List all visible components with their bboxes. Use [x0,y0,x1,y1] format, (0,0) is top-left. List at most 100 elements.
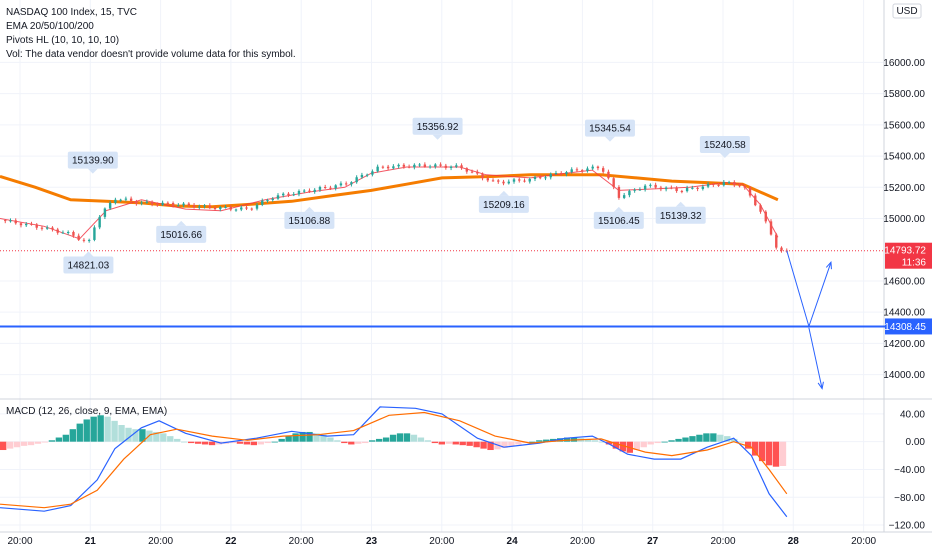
macd-hist-bar [598,441,606,443]
macd-hist-bar [389,434,397,442]
pivot-label-bg [478,195,529,213]
candle-body [292,194,295,196]
pivot-label[interactable]: 15209.16 [483,200,525,211]
candle-body [114,199,117,203]
macd-indicator-label[interactable]: MACD (12, 26, close, 9, EMA, EMA) [6,406,168,417]
pivot-label[interactable]: 15106.88 [289,216,331,227]
candle-body [691,187,694,189]
ema-indicator-label[interactable]: EMA 20/50/100/200 [6,21,94,32]
macd-tick-label: 0.00 [906,437,926,448]
candle-body [643,185,647,190]
projection-arrow-down[interactable] [808,327,823,389]
ema-slow-line [0,173,779,209]
pivot-label[interactable]: 15106.45 [598,216,640,227]
symbol-title[interactable]: NASDAQ 100 Index, 15, TVC [6,7,137,18]
pivot-label[interactable]: 15240.58 [704,140,746,151]
macd-hist-bar [605,441,613,445]
macd-hist-bar [285,436,292,442]
candle-body [161,202,164,205]
candle-body [748,187,752,196]
candle-body [754,195,757,206]
macd-hist-bar [271,441,278,443]
macd-hist-bar [724,436,731,442]
pivots-indicator-label[interactable]: Pivots HL (10, 10, 10, 10) [6,35,120,46]
candle-body [418,164,421,166]
last-price-tag[interactable] [885,242,932,269]
time-axis[interactable]: 20:00 21 20:00 22 20:00 23 20:00 24 20:00 27 20:00… [7,536,876,547]
pivot-label[interactable]: 15139.32 [660,211,702,222]
candle-body [470,171,474,173]
volume-indicator-label[interactable]: Vol: The data vendor doesn't provide vol… [6,49,296,60]
candle-body [87,239,91,241]
macd-hist-bar [717,434,724,442]
candle-body [14,220,17,224]
candle-body [628,190,631,196]
price-axis[interactable]: USD 16000.00 15800.00 15600.00 15400.00 15200… [883,3,932,532]
macd-hist-bar [6,441,14,449]
candle-body [502,181,505,184]
macd-hist-bar [689,436,696,442]
candle-body [601,168,605,172]
candle-body [733,182,736,186]
macd-hist-bar [424,440,432,442]
candle-body [339,183,343,186]
candle-body [607,171,610,179]
signal-line [0,411,788,509]
macd-hist-bar [466,441,473,446]
pivot-label[interactable]: 15016.66 [160,230,202,241]
candle-body [413,164,416,168]
macd-hist-bar [48,440,56,442]
candle-body [670,187,673,189]
macd-hist-bar [250,441,258,446]
macd-hist-bar [153,431,160,442]
pivot-label[interactable]: 15356.92 [417,122,459,133]
candle-body [428,166,432,168]
macd-hist-bar [125,427,132,442]
grid [0,0,884,532]
candle-body [371,171,374,175]
candle-body [224,206,227,208]
candle-body [743,186,746,188]
macd-hist-bar [41,441,49,443]
pivot-label[interactable]: 15139.90 [72,156,114,167]
candle-body [712,184,715,186]
projection-arrow[interactable] [786,250,832,329]
macd-hist-bar [369,440,376,442]
macd-hist-bar [654,441,661,444]
pivot-label-bg [655,206,706,224]
candle-body [638,189,642,191]
candle-body [460,165,463,169]
macd-hist-bar [382,437,390,442]
currency-label: USD [896,6,917,17]
support-tag[interactable] [885,318,932,335]
candle-body [261,200,264,205]
candle-body [764,211,767,222]
macd-hist-bar [236,441,244,444]
time-tick-label: 22 [225,536,237,547]
pivot-pointer [432,134,443,140]
macd-hist-bar [403,433,411,442]
chart-legend: NASDAQ 100 Index, 15, TVC EMA 20/50/100/… [6,6,296,62]
time-tick-label: 24 [507,536,519,547]
currency-box [892,3,922,19]
macd-hist-bar [174,438,181,442]
candle-body [250,208,253,210]
pivot-pointer [83,251,94,257]
pivot-label[interactable]: 15345.54 [589,124,631,135]
macd-hist-bar [187,441,195,444]
candle-body [455,165,458,167]
candle-body [255,204,259,209]
candle-body [287,193,290,196]
candle-body [56,229,59,233]
pivot-label[interactable]: 14821.03 [68,260,110,271]
macd-hist-bar [758,441,766,462]
candle-body [240,207,243,210]
candle-body [129,198,133,202]
candle-body [376,166,379,172]
candle-body [303,190,306,192]
candle-body [407,166,411,168]
candle-body [769,221,773,235]
macd-tick-label: −120.00 [889,521,926,532]
candle-body [150,201,154,205]
